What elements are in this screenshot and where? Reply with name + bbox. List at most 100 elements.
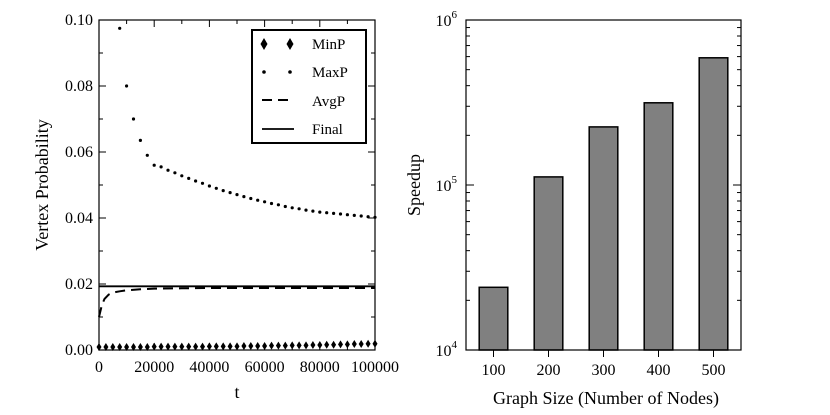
left-xtick-label: 20000 [134, 359, 174, 376]
point-minp [193, 342, 199, 351]
legend-marker-maxp-2 [288, 70, 292, 74]
right-xtick-label: 100 [482, 362, 506, 379]
point-minp [255, 342, 261, 351]
point-maxp [207, 184, 211, 188]
point-maxp [332, 211, 336, 215]
right-ytick-label: 106 [436, 9, 458, 30]
point-minp [220, 342, 226, 351]
left-xtick-label: 60000 [245, 359, 285, 376]
left-xtick-label: 0 [95, 359, 103, 376]
legend-entry-avgp: AvgP [262, 94, 345, 110]
point-maxp [194, 179, 198, 183]
legend-marker-maxp-1 [262, 70, 266, 74]
point-maxp [325, 211, 329, 215]
right-ytick-label: 104 [436, 339, 458, 360]
point-minp [248, 342, 254, 351]
point-maxp [235, 193, 239, 197]
point-minp [213, 342, 219, 351]
point-minp [296, 341, 302, 350]
point-minp [303, 341, 309, 350]
right-y-axis-label: Speedup [404, 154, 424, 216]
point-maxp [269, 201, 274, 206]
left-xtick-label: 40000 [189, 359, 229, 376]
point-maxp [304, 208, 308, 212]
right-chart: 100 200 300 400 500 104 105 106 Speedup Graph S… [404, 9, 742, 409]
point-minp [186, 342, 192, 351]
point-minp [310, 341, 316, 350]
point-maxp [145, 153, 149, 157]
point-maxp [125, 84, 129, 88]
point-maxp [297, 207, 301, 211]
point-minp [289, 341, 295, 350]
right-x-axis-label: Graph Size (Number of Nodes) [493, 388, 719, 409]
left-legend: MinP MaxP AvgP Final [251, 29, 367, 144]
point-maxp [352, 213, 356, 217]
point-minp [338, 340, 343, 349]
right-xtick-label: 400 [647, 362, 671, 379]
legend-entry-final: Final [262, 122, 343, 138]
point-minp [269, 341, 274, 350]
left-ytick-label: 0.04 [65, 210, 93, 227]
point-maxp [187, 176, 191, 180]
left-x-axis-label: t [234, 382, 239, 402]
point-minp [172, 342, 178, 351]
bar-200 [533, 176, 564, 351]
point-maxp [283, 204, 287, 209]
point-minp [358, 340, 364, 349]
point-maxp [214, 186, 218, 190]
right-xtick-label: 200 [537, 362, 561, 379]
point-maxp [256, 198, 260, 202]
point-minp [110, 343, 116, 351]
right-ytick-label: 105 [436, 174, 458, 195]
point-maxp [131, 117, 136, 121]
point-maxp [138, 138, 142, 142]
point-maxp [228, 191, 232, 195]
point-minp [331, 340, 337, 349]
legend-label-minp: MinP [312, 37, 345, 53]
point-maxp [276, 203, 280, 207]
left-ytick-label: 0.02 [65, 276, 93, 293]
left-xtick-label: 100000 [351, 359, 399, 376]
point-maxp [166, 168, 170, 172]
point-maxp [318, 210, 322, 214]
point-maxp [338, 212, 343, 216]
point-minp [344, 340, 350, 349]
point-maxp [152, 163, 156, 167]
left-ytick-label: 0.00 [65, 342, 93, 359]
legend-entry-minp: MinP [260, 37, 345, 53]
legend-label-avgp: AvgP [312, 94, 345, 110]
left-ytick-label: 0.06 [65, 144, 93, 161]
legend-label-maxp: MaxP [312, 65, 348, 81]
point-minp [158, 342, 164, 351]
point-maxp [263, 200, 267, 204]
point-maxp [345, 213, 349, 217]
point-minp [165, 342, 171, 351]
right-bars-layer [478, 57, 729, 351]
point-minp [351, 340, 357, 349]
left-y-axis-label: Vertex Probability [32, 119, 52, 250]
point-minp [324, 340, 330, 349]
point-maxp [180, 174, 184, 178]
series-line-avgp [98, 287, 375, 318]
point-minp [282, 341, 288, 350]
point-minp [137, 343, 143, 351]
left-ticks-layer: 0.00 0.02 0.04 0.06 0.08 0.10 0 20000 40000 60000… [65, 12, 399, 376]
point-minp [131, 343, 136, 351]
point-maxp [173, 171, 177, 175]
point-maxp [118, 26, 122, 30]
legend-entry-maxp: MaxP [262, 65, 348, 81]
point-maxp [200, 181, 205, 185]
left-ytick-label: 0.08 [65, 78, 93, 95]
point-minp [227, 342, 233, 351]
bar-500 [698, 57, 729, 351]
bar-100 [478, 286, 509, 351]
point-minp [200, 342, 205, 351]
point-maxp [311, 209, 315, 213]
bar-300 [588, 126, 619, 351]
legend-marker-minp-2 [286, 38, 294, 50]
point-maxp [242, 195, 246, 199]
left-xtick-label: 80000 [300, 359, 340, 376]
legend-label-final: Final [312, 122, 343, 138]
left-series-layer [96, 26, 378, 351]
